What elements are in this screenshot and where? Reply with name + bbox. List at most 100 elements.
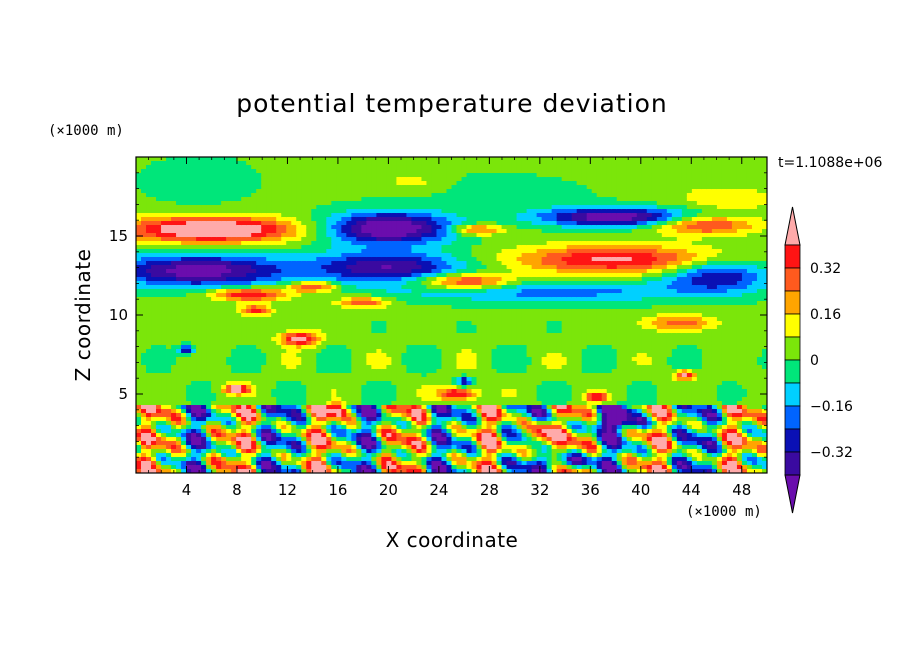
field-cell (431, 249, 438, 254)
field-cell (236, 269, 242, 274)
field-cell (406, 381, 413, 386)
field-cell (186, 365, 192, 370)
field-cell (416, 465, 423, 470)
field-cell (271, 341, 277, 346)
field-cell (276, 237, 282, 242)
field-cell (176, 413, 182, 418)
field-cell (211, 345, 217, 350)
field-cell (311, 213, 317, 218)
field-cell (401, 365, 408, 370)
field-cell (301, 321, 307, 326)
field-cell (346, 173, 352, 178)
field-cell (391, 409, 398, 414)
field-cell (186, 353, 192, 358)
field-cell (221, 293, 227, 298)
field-cell (221, 309, 227, 314)
field-cell (281, 157, 287, 162)
field-cell (256, 377, 262, 382)
field-cell (286, 425, 292, 430)
field-cell (321, 425, 327, 430)
field-cell (346, 325, 352, 330)
field-cell (236, 169, 242, 174)
field-cell (351, 449, 357, 454)
field-cell (191, 433, 197, 438)
field-cell (441, 441, 448, 446)
field-cell (151, 249, 157, 254)
field-cell (326, 449, 332, 454)
field-cell (146, 397, 152, 402)
field-cell (401, 213, 408, 218)
field-cell (401, 305, 408, 310)
field-cell (301, 437, 307, 442)
field-cell (166, 281, 172, 286)
field-cell (246, 369, 252, 374)
field-cell (361, 205, 367, 210)
field-cell (251, 233, 257, 238)
field-cell (286, 185, 292, 190)
field-cell (296, 341, 302, 346)
field-cell (156, 225, 162, 230)
field-cell (436, 217, 443, 222)
field-cell (286, 221, 292, 226)
field-cell (271, 265, 277, 270)
field-cell (176, 285, 182, 290)
field-cell (341, 361, 347, 366)
field-cell (241, 257, 247, 262)
field-cell (311, 369, 317, 374)
field-cell (416, 213, 423, 218)
field-cell (331, 317, 337, 322)
field-cell (321, 325, 327, 330)
field-cell (191, 317, 197, 322)
field-cell (431, 381, 438, 386)
field-cell (226, 389, 232, 394)
field-cell (346, 385, 352, 390)
field-cell (441, 417, 448, 422)
field-cell (191, 313, 197, 318)
field-cell (361, 437, 367, 442)
field-cell (266, 221, 272, 226)
field-cell (401, 237, 408, 242)
field-cell (251, 221, 257, 226)
field-cell (326, 213, 332, 218)
field-cell (446, 201, 453, 206)
field-cell (376, 165, 382, 170)
field-cell (406, 229, 413, 234)
field-cell (446, 413, 453, 418)
field-cell (296, 413, 302, 418)
field-cell (341, 181, 347, 186)
field-cell (326, 197, 332, 202)
field-cell (371, 317, 377, 322)
field-cell (146, 357, 152, 362)
field-cell (381, 361, 387, 366)
field-cell (416, 385, 423, 390)
field-cell (366, 449, 372, 454)
field-cell (166, 181, 172, 186)
field-cell (391, 385, 398, 390)
field-cell (326, 377, 332, 382)
field-cell (316, 229, 322, 234)
field-cell (161, 353, 167, 358)
field-cell (246, 213, 252, 218)
field-cell (321, 249, 327, 254)
field-cell (176, 345, 182, 350)
field-cell (176, 293, 182, 298)
field-cell (401, 225, 408, 230)
field-cell (156, 189, 162, 194)
field-cell (286, 181, 292, 186)
field-cell (366, 245, 372, 250)
field-cell (411, 353, 418, 358)
field-cell (356, 169, 362, 174)
field-cell (436, 293, 443, 298)
field-cell (201, 201, 207, 206)
field-cell (171, 301, 177, 306)
field-cell (346, 429, 352, 434)
field-cell (361, 425, 367, 430)
field-cell (431, 289, 438, 294)
field-cell (426, 249, 433, 254)
field-cell (281, 429, 287, 434)
field-cell (206, 345, 212, 350)
field-cell (296, 317, 302, 322)
field-cell (211, 405, 217, 410)
field-cell (171, 457, 177, 462)
